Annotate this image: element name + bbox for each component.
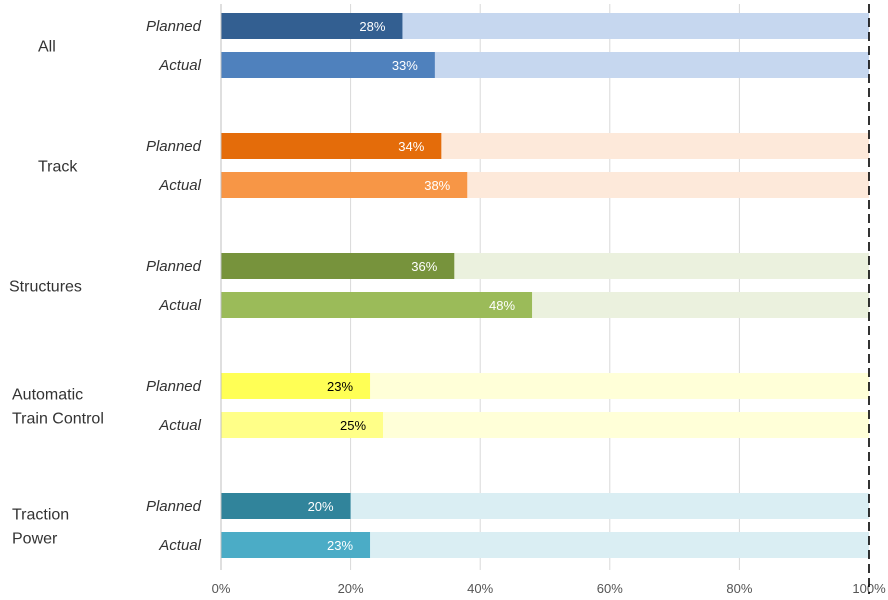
data-label-actual: 23% (327, 538, 353, 553)
row-label-planned: Planned (146, 18, 202, 35)
label-layer: 28% Planned 33% Actual All 34% Planned 38% Actua… (9, 18, 515, 554)
data-label-planned: 28% (359, 19, 385, 34)
data-label-planned: 23% (327, 379, 353, 394)
data-label-actual: 38% (424, 178, 450, 193)
bar-actual (221, 532, 371, 558)
row-label-planned: Planned (146, 138, 202, 155)
x-tick-label: 20% (338, 581, 364, 596)
category-label: Structures (9, 279, 82, 296)
row-label-actual: Actual (158, 177, 201, 194)
bar-planned (221, 133, 442, 159)
bar-layer (221, 13, 869, 558)
bar-planned (221, 373, 371, 399)
bar-planned (221, 13, 403, 39)
category-label: Train Control (12, 411, 104, 428)
row-label-actual: Actual (158, 297, 201, 314)
category-label: Power (12, 531, 58, 548)
x-tick-label: 80% (726, 581, 752, 596)
bar-planned (221, 253, 455, 279)
data-label-planned: 34% (398, 139, 424, 154)
row-label-planned: Planned (146, 378, 202, 395)
category-label: All (38, 39, 56, 56)
bar-actual (221, 52, 435, 78)
x-tick-label: 0% (212, 581, 231, 596)
bar-actual (221, 292, 533, 318)
row-label-actual: Actual (158, 57, 201, 74)
x-tick-label: 100% (852, 581, 886, 596)
x-tick-label: 60% (597, 581, 623, 596)
row-label-actual: Actual (158, 417, 201, 434)
row-label-actual: Actual (158, 537, 201, 554)
x-tick-label: 40% (467, 581, 493, 596)
data-label-planned: 36% (411, 259, 437, 274)
row-label-planned: Planned (146, 258, 202, 275)
category-label: Track (38, 159, 78, 176)
data-label-actual: 48% (489, 298, 515, 313)
category-label: Traction (12, 507, 69, 524)
bar-planned (221, 493, 351, 519)
data-label-actual: 33% (392, 58, 418, 73)
bar-actual (221, 172, 468, 198)
data-label-actual: 25% (340, 418, 366, 433)
axis-layer: 0% 20% 40% 60% 80% 100% (212, 4, 886, 596)
row-label-planned: Planned (146, 498, 202, 515)
category-label: Automatic (12, 387, 83, 404)
grid-layer (350, 4, 740, 570)
data-label-planned: 20% (308, 499, 334, 514)
bar-actual (221, 412, 383, 438)
